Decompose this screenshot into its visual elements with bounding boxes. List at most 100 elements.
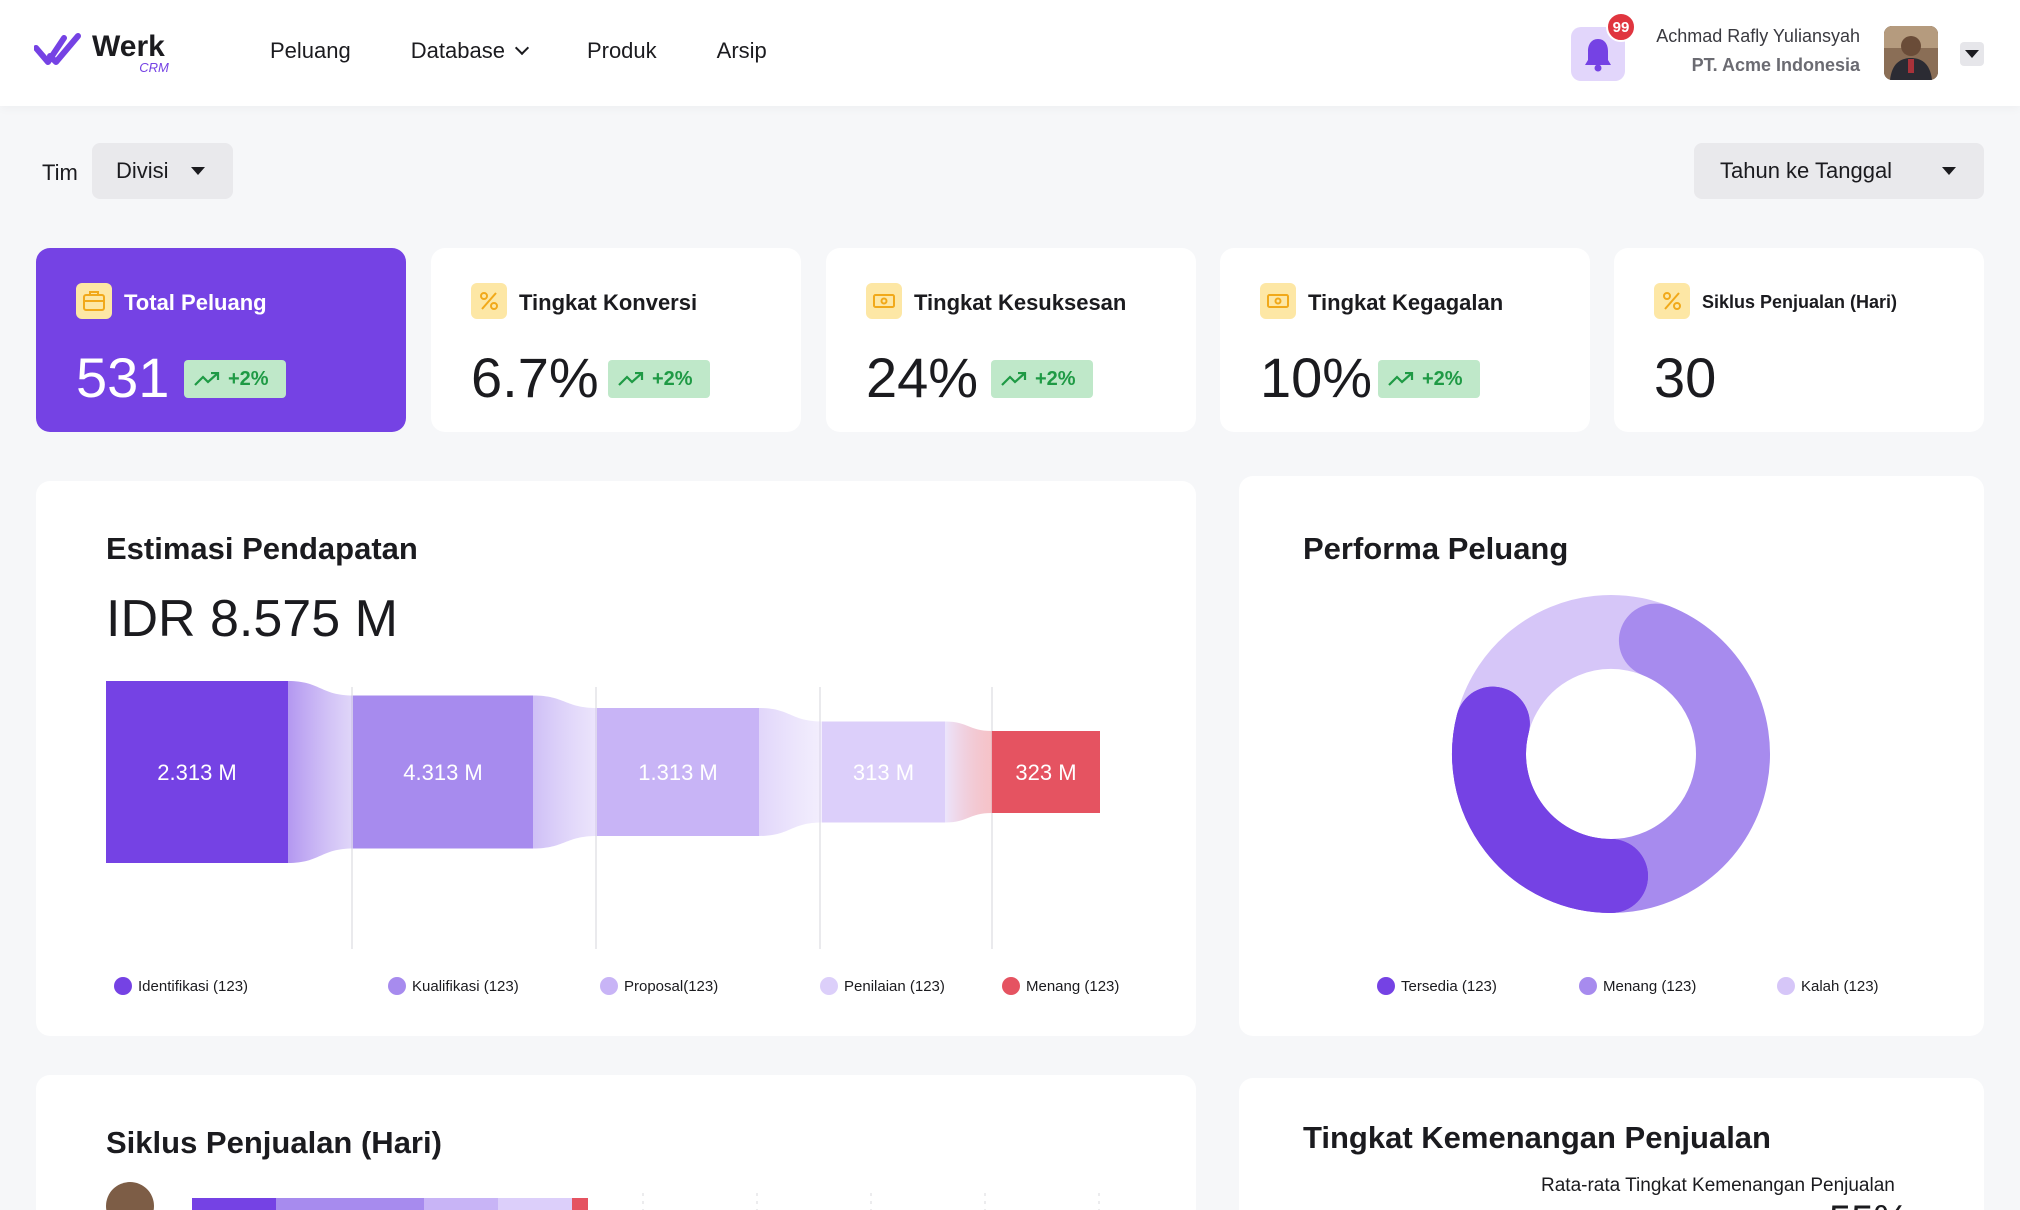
avatar-photo bbox=[1884, 26, 1938, 80]
legend-label: Tersedia (123) bbox=[1401, 978, 1497, 995]
legend-dot bbox=[820, 977, 838, 995]
caret-down-icon bbox=[1965, 50, 1979, 58]
donut-slice bbox=[1574, 603, 1770, 913]
sales-cycle-panel: Siklus Penjualan (Hari) bbox=[36, 1075, 1196, 1210]
legend-dot bbox=[1377, 977, 1395, 995]
kpi-title: Tingkat Kesuksesan bbox=[914, 290, 1127, 315]
period-select[interactable]: Tahun ke Tanggal bbox=[1694, 143, 1984, 199]
funnel-bar bbox=[822, 721, 945, 823]
sales-cycle-chart-peek bbox=[106, 1182, 1100, 1210]
trend-up-icon bbox=[1388, 372, 1414, 386]
kpi-card-tingkat-kegagalan[interactable]: Tingkat Kegagalan 10% +2% bbox=[1220, 248, 1590, 432]
bell-icon bbox=[1585, 39, 1611, 72]
avatar[interactable] bbox=[1884, 26, 1938, 80]
notification-badge: 99 bbox=[1606, 12, 1636, 42]
legend-label: Kalah (123) bbox=[1801, 978, 1879, 995]
panel-title: Performa Peluang bbox=[1303, 531, 1569, 566]
kpi-value: 10% bbox=[1260, 346, 1373, 409]
funnel-value-label: 2.313 M bbox=[157, 760, 237, 785]
kpi-card-siklus-penjualan[interactable]: Siklus Penjualan (Hari) 30 bbox=[1614, 248, 1984, 432]
panel-title: Tingkat Kemenangan Penjualan bbox=[1303, 1120, 1771, 1155]
user-company: PT. Acme Indonesia bbox=[1691, 55, 1860, 75]
period-select-value: Tahun ke Tanggal bbox=[1720, 158, 1893, 183]
kpi-value: 24% bbox=[866, 346, 979, 409]
legend-dot bbox=[388, 977, 406, 995]
top-header: Werk CRM Peluang Database Produk Arsip 9… bbox=[0, 0, 2020, 106]
caret-down-icon bbox=[191, 167, 205, 175]
money-icon bbox=[1260, 283, 1296, 319]
trend-up-icon bbox=[1001, 372, 1027, 386]
legend-label: Menang (123) bbox=[1603, 978, 1696, 995]
legend-dot bbox=[1579, 977, 1597, 995]
trend-up-icon bbox=[618, 372, 644, 386]
legend-dot bbox=[1002, 977, 1020, 995]
nav-item-arsip[interactable]: Arsip bbox=[717, 38, 767, 64]
kpi-delta-value: +2% bbox=[1035, 367, 1076, 390]
briefcase-icon bbox=[76, 283, 112, 319]
kpi-title: Tingkat Konversi bbox=[519, 290, 698, 315]
avatar bbox=[106, 1182, 154, 1210]
main-nav: Peluang Database Produk Arsip bbox=[270, 38, 827, 64]
kpi-title: Tingkat Kegagalan bbox=[1308, 290, 1504, 315]
nav-item-database[interactable]: Database bbox=[410, 38, 530, 64]
win-rate-value: 55% bbox=[1829, 1198, 1909, 1210]
cycle-bar-stage2 bbox=[276, 1198, 424, 1210]
caret-down-icon bbox=[1942, 167, 1956, 175]
nav-item-peluang[interactable]: Peluang bbox=[270, 38, 351, 64]
cycle-bar-stage3 bbox=[424, 1198, 498, 1210]
legend-label: Identifikasi (123) bbox=[138, 978, 248, 995]
funnel-value-label: 313 M bbox=[853, 760, 914, 785]
user-menu-toggle[interactable] bbox=[1960, 42, 1984, 66]
kpi-card-tingkat-kesuksesan[interactable]: Tingkat Kesuksesan 24% +2% bbox=[826, 248, 1196, 432]
performance-panel: Performa Peluang Tersedia (123) Menang (1… bbox=[1239, 476, 1984, 1036]
win-rate-panel: Tingkat Kemenangan Penjualan Rata-rata T… bbox=[1239, 1078, 1984, 1210]
legend-label: Menang (123) bbox=[1026, 978, 1119, 995]
legend-label: Proposal(123) bbox=[624, 978, 718, 995]
legend-dot bbox=[114, 977, 132, 995]
user-name: Achmad Rafly Yuliansyah bbox=[1656, 26, 1860, 46]
revenue-total: IDR 8.575 M bbox=[106, 590, 398, 648]
kpi-delta-badge: +2% bbox=[184, 360, 286, 398]
team-select[interactable]: Divisi bbox=[92, 143, 233, 199]
funnel-connector bbox=[759, 708, 822, 836]
team-filter-label: Tim bbox=[42, 160, 78, 185]
app-logo[interactable]: Werk CRM bbox=[34, 30, 169, 75]
performance-donut-chart: Tersedia (123) Menang (123) Kalah (123) bbox=[1377, 595, 1879, 995]
legend-label: Penilaian (123) bbox=[844, 978, 945, 995]
chevron-down-icon bbox=[514, 40, 530, 56]
kpi-title: Total Peluang bbox=[124, 290, 267, 315]
kpi-card-tingkat-konversi[interactable]: Tingkat Konversi 6.7% +2% bbox=[431, 248, 801, 432]
funnel-bar bbox=[992, 731, 1100, 813]
cycle-bar-stage4 bbox=[498, 1198, 572, 1210]
panel-title: Estimasi Pendapatan bbox=[106, 531, 418, 566]
legend-label: Kualifikasi (123) bbox=[412, 978, 519, 995]
nav-label: Arsip bbox=[716, 38, 767, 63]
revenue-funnel-chart: 2.313 M 4.313 M 1.313 M 313 M 323 M Identifik… bbox=[106, 681, 1119, 995]
kpi-delta-value: +2% bbox=[228, 367, 269, 390]
logo-check-icon bbox=[34, 33, 81, 65]
kpi-delta-badge: +2% bbox=[991, 360, 1093, 398]
percent-icon bbox=[471, 283, 507, 319]
funnel-connector bbox=[288, 681, 353, 863]
kpi-delta-value: +2% bbox=[1422, 367, 1463, 390]
logo-word: Werk bbox=[92, 30, 165, 63]
nav-item-produk[interactable]: Produk bbox=[587, 38, 657, 64]
kpi-card-total-peluang[interactable]: Total Peluang 531 +2% bbox=[36, 248, 406, 432]
funnel-value-label: 323 M bbox=[1015, 760, 1076, 785]
nav-label: Database bbox=[410, 38, 505, 63]
funnel-bar bbox=[597, 708, 759, 836]
funnel-connector bbox=[533, 695, 597, 849]
revenue-panel: Estimasi Pendapatan IDR 8.575 M 2.313 M 4… bbox=[36, 481, 1196, 1036]
legend-dot bbox=[600, 977, 618, 995]
legend-dot bbox=[1777, 977, 1795, 995]
kpi-value: 531 bbox=[76, 346, 170, 409]
panel-title: Siklus Penjualan (Hari) bbox=[106, 1125, 442, 1160]
kpi-title: Siklus Penjualan (Hari) bbox=[1702, 292, 1898, 312]
cycle-bar-stage5 bbox=[572, 1198, 588, 1210]
trend-up-icon bbox=[194, 372, 220, 386]
kpi-value: 6.7% bbox=[471, 346, 599, 409]
funnel-value-label: 1.313 M bbox=[638, 760, 718, 785]
funnel-connector bbox=[945, 721, 992, 823]
kpi-delta-badge: +2% bbox=[1378, 360, 1480, 398]
money-icon bbox=[866, 283, 902, 319]
